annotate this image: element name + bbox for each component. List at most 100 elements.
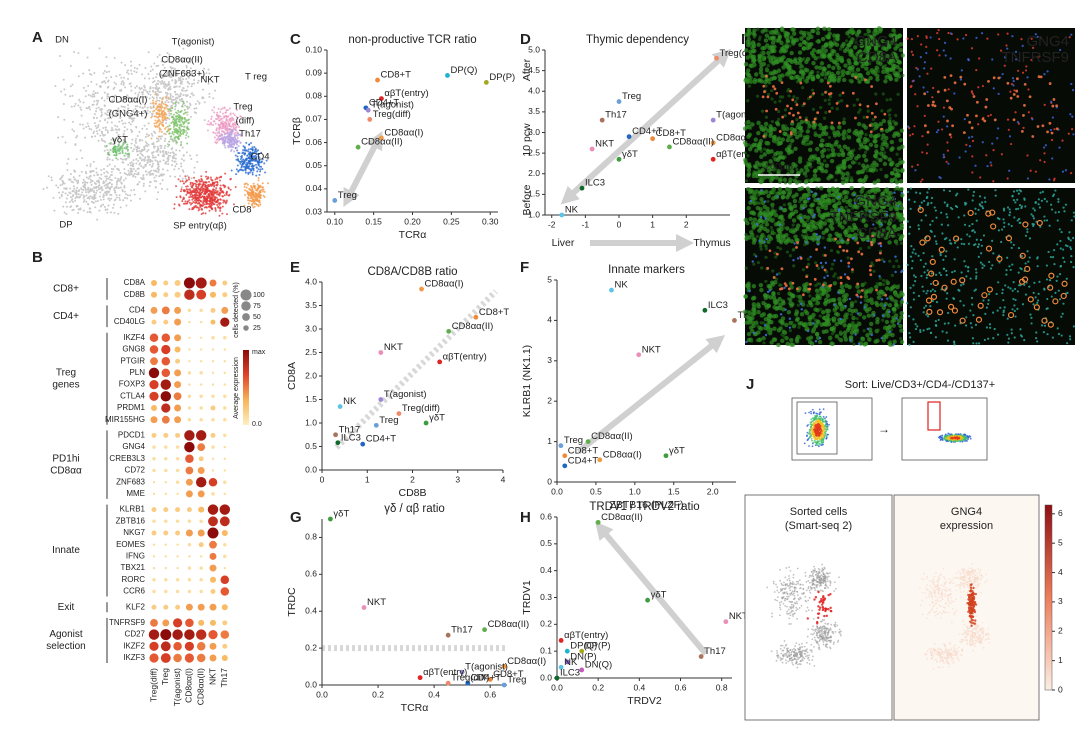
legend-label: 0.0 (252, 421, 262, 428)
cell-dot (79, 107, 81, 109)
cell-dot (188, 178, 190, 180)
cell-dot (153, 110, 155, 112)
cell-dot (206, 195, 208, 197)
signal-dot (812, 125, 816, 129)
cell-dot (105, 56, 107, 58)
signal-dot (842, 136, 846, 140)
cell-dot (186, 191, 188, 193)
cell-dot (114, 154, 116, 156)
cell-dot (120, 178, 122, 180)
cell-dot (122, 159, 124, 161)
y-tick-label: 0.5 (540, 538, 552, 548)
signal-dot (842, 166, 846, 170)
dot (161, 379, 171, 389)
cell-dot (192, 208, 194, 210)
cell-dot (247, 199, 249, 201)
signal-dot (765, 142, 768, 145)
signal-dot (961, 69, 963, 71)
signal-dot (812, 108, 815, 111)
cell-dot (253, 199, 255, 201)
legend-label: 100 (253, 292, 265, 299)
point (356, 145, 361, 150)
cell-dot (208, 181, 210, 183)
cell-dot (183, 160, 185, 162)
cell-dot (175, 112, 177, 114)
signal-dot (778, 141, 782, 145)
gene-label: CD27 (125, 630, 146, 639)
cell-dot (258, 174, 260, 176)
cell-dot (255, 166, 257, 168)
cell-dot (232, 113, 234, 115)
x-tick-label: 2 (410, 474, 415, 484)
gene-label: IKZF2 (123, 641, 145, 650)
group-label: Exit (58, 602, 75, 613)
signal-dot (1043, 152, 1045, 154)
signal-dot (866, 105, 869, 108)
cell-dot (81, 115, 83, 117)
cell-dot (124, 64, 126, 66)
signal-dot (856, 68, 860, 72)
dot (162, 416, 170, 424)
cell-dot (169, 97, 171, 99)
cell-dot (256, 196, 258, 198)
cell-dot (95, 125, 97, 127)
cell-dot (132, 165, 134, 167)
cell-dot (241, 160, 243, 162)
cell-dot (134, 176, 136, 178)
signal-dot (812, 92, 815, 95)
point-label: αβT(entry) (443, 351, 487, 362)
cell-dot (158, 124, 160, 126)
cell-dot (253, 169, 255, 171)
cell-dot (198, 209, 200, 211)
cell-dot (127, 164, 129, 166)
cell-dot (155, 84, 157, 86)
signal-dot (761, 57, 764, 60)
signal-dot (757, 168, 760, 171)
cell-dot (81, 171, 83, 173)
cell-dot (93, 117, 95, 119)
signal-dot (793, 147, 797, 151)
gene-label: GNG8 (122, 345, 145, 354)
cell-dot (106, 209, 108, 211)
cell-dot (167, 101, 169, 103)
cell-dot (98, 188, 100, 190)
signal-dot (982, 141, 984, 143)
cell-dot (132, 119, 134, 121)
cell-dot (117, 213, 119, 215)
cell-dot (109, 149, 111, 151)
cell-dot (144, 159, 146, 161)
signal-dot (968, 59, 970, 61)
cell-dot (206, 202, 208, 204)
cell-dot (146, 91, 148, 93)
signal-dot (927, 144, 929, 146)
dot (150, 619, 158, 627)
signal-dot (839, 48, 842, 51)
cell-dot (208, 93, 210, 95)
cell-dot (74, 143, 76, 145)
point (699, 654, 704, 659)
cell-dot (185, 111, 187, 113)
dot (211, 445, 214, 448)
cell-dot (166, 108, 168, 110)
dot (212, 360, 214, 362)
cell-dot (152, 100, 154, 102)
cell-dot (231, 170, 233, 172)
cell-dot (184, 90, 186, 92)
cell-dot (228, 135, 230, 137)
cell-dot (166, 117, 168, 119)
cell-dot (101, 114, 103, 116)
cell-dot (261, 168, 263, 170)
cell-dot (202, 89, 204, 91)
signal-dot (850, 53, 854, 57)
cell-dot (156, 93, 158, 95)
cell-dot (183, 102, 185, 104)
cell-dot (255, 175, 257, 177)
legend-dot (241, 290, 252, 301)
signal-dot (792, 70, 796, 74)
signal-dot (883, 162, 887, 166)
cell-dot (179, 175, 181, 177)
dot (224, 383, 226, 385)
point (362, 605, 367, 610)
cell-dot (216, 141, 218, 143)
cell-dot (215, 197, 217, 199)
